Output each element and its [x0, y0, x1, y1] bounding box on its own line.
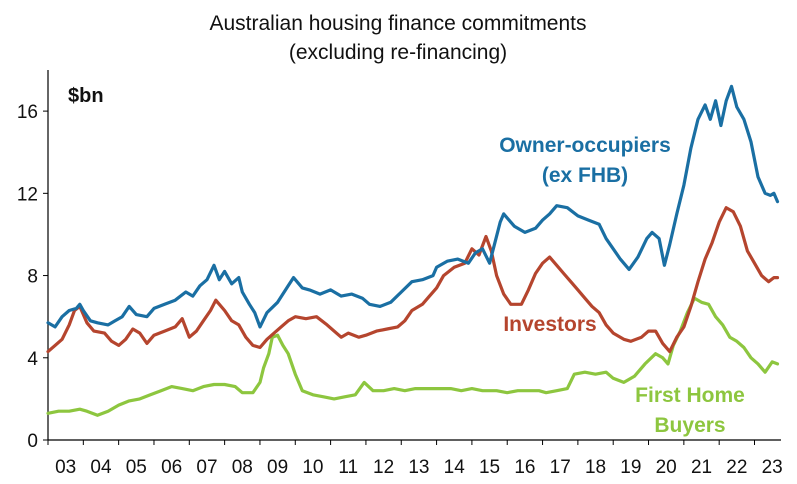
x-tick-label: 04 [90, 457, 112, 478]
x-tick-label: 11 [338, 457, 358, 478]
series-label: Buyers [654, 414, 725, 437]
x-tick-label: 08 [232, 457, 253, 478]
series-label: Owner-occupiers [499, 134, 671, 157]
x-tick-label: 09 [267, 457, 288, 478]
series-layer [46, 84, 780, 417]
x-tick-label: 18 [585, 457, 606, 478]
chart-subtitle: (excluding re-financing) [289, 41, 507, 64]
y-tick-label: 12 [17, 184, 38, 205]
x-tick-label: 22 [726, 457, 747, 478]
y-tick-label: 4 [27, 349, 38, 370]
x-tick-label: 06 [161, 457, 182, 478]
y-tick-label: 16 [17, 102, 38, 123]
x-tick-label: 17 [550, 457, 571, 478]
x-tick-label: 16 [514, 457, 535, 478]
x-tick-label: 15 [479, 457, 500, 478]
series-label: Investors [503, 313, 596, 336]
series-label: (ex FHB) [542, 164, 628, 187]
x-tick-label: 07 [196, 457, 217, 478]
x-tick-label: 14 [444, 457, 466, 478]
y-tick-label: 0 [27, 431, 38, 452]
x-tick-label: 20 [656, 457, 677, 478]
unit-label: $bn [68, 85, 104, 107]
x-tick-label: 05 [126, 457, 147, 478]
x-tick-label: 21 [691, 457, 712, 478]
x-tick-label: 23 [762, 457, 783, 478]
x-tick-label: 19 [620, 457, 641, 478]
series-line-first-home-buyers [46, 296, 780, 417]
x-tick-label: 10 [302, 457, 323, 478]
labels-layer: Owner-occupiers (ex FHB) Investors First Ho… [499, 134, 745, 437]
series-line-owner-occupiers-ex-fhb [46, 84, 780, 329]
x-tick-label: 13 [408, 457, 429, 478]
x-tick-label: 03 [55, 457, 76, 478]
chart-title: Australian housing finance commitments [209, 12, 586, 35]
y-tick-label: 8 [27, 267, 38, 288]
x-tick-label: 12 [373, 457, 394, 478]
series-label: First Home [635, 384, 745, 407]
series-line-investors [46, 206, 780, 354]
